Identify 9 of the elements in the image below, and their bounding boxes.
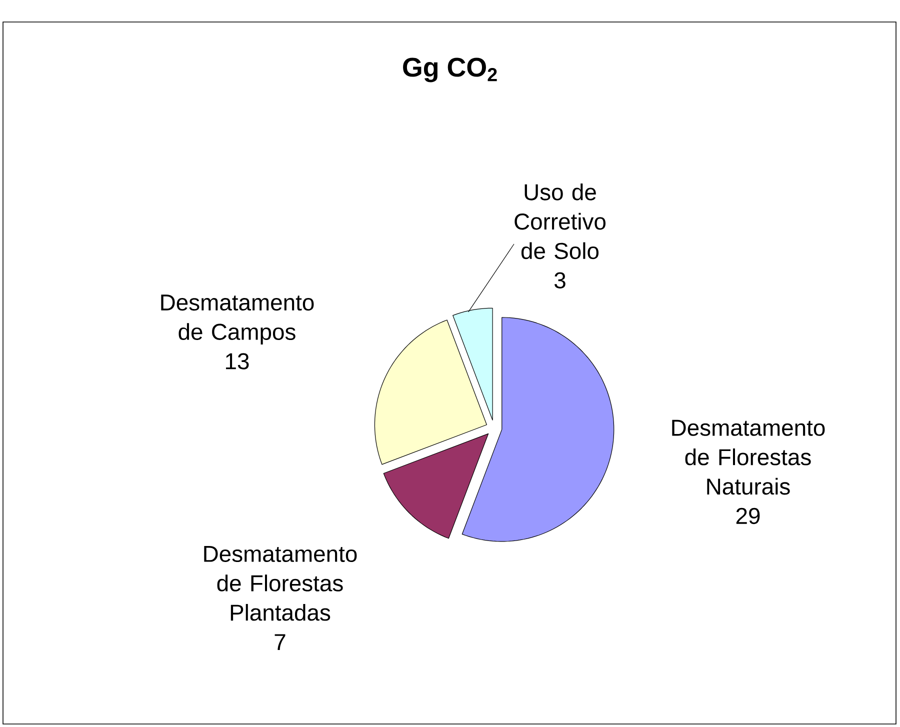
slice-label: Uso de Corretivo de Solo: [514, 183, 606, 260]
slice-label: Desmatamento de Florestas Plantadas: [204, 546, 357, 621]
slice-label: Desmatamento de Florestas Naturais: [672, 420, 825, 495]
data-label: 29: [736, 508, 760, 524]
data-label: 3: [554, 272, 566, 288]
data-label: 7: [274, 634, 286, 650]
data-label: 13: [226, 353, 249, 370]
slice-label: Desmatamento de Campos: [161, 294, 314, 345]
chart-title: Gg CO$_{2}$: [403, 58, 497, 82]
